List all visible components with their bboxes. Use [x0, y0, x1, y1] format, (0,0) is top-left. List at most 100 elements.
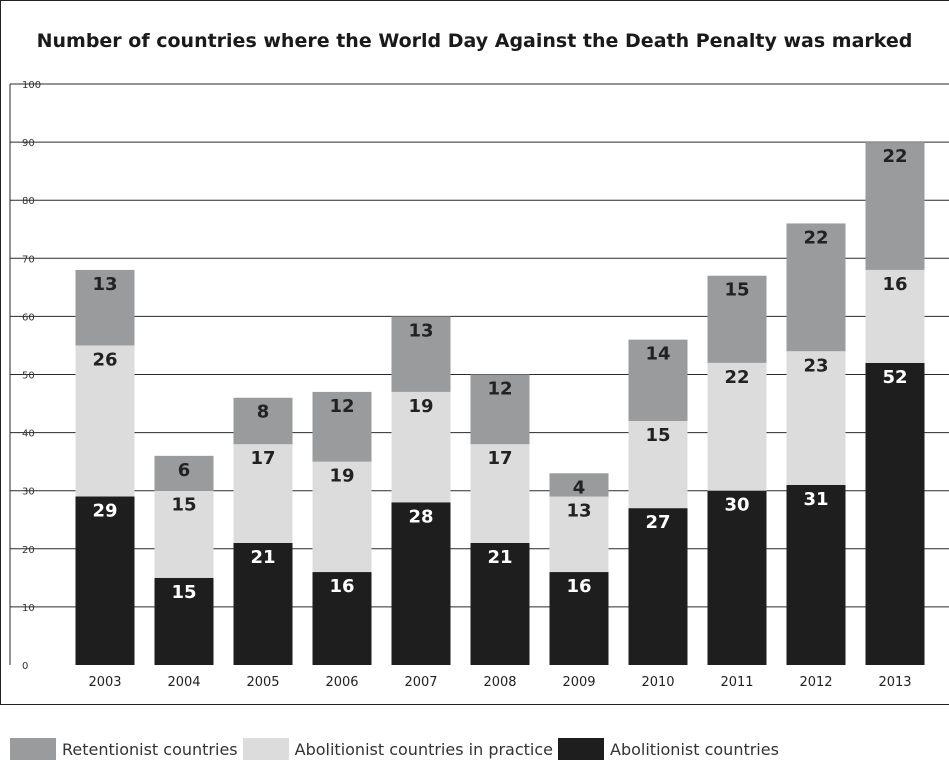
legend-item-retentionist: Retentionist countries [10, 738, 238, 760]
bar-segment [154, 577, 214, 665]
bar-segment [154, 490, 214, 578]
bar-segment [312, 461, 372, 573]
legend-label-retentionist: Retentionist countries [62, 739, 238, 759]
x-tick-label: 2009 [562, 675, 595, 690]
bar-segment [391, 502, 451, 665]
bar-segment [312, 572, 372, 665]
bar-segment [549, 473, 609, 497]
data-label: 16 [566, 576, 591, 597]
x-tick-label: 2004 [167, 675, 200, 690]
data-label: 17 [487, 448, 512, 469]
chart-plot: 0 10 20 30 40 50 60 70 80 90 100 29 26 13 2003 15 15 6 200… [9, 80, 949, 690]
bar-segment [470, 444, 530, 543]
data-label: 19 [329, 466, 354, 487]
bar-segment [391, 391, 451, 503]
legend-swatch-abolitionist-in-practice [242, 738, 289, 760]
legend: Retentionist countries Abolitionist coun… [10, 738, 784, 760]
x-tick-label: 2011 [720, 675, 753, 690]
data-label: 16 [882, 274, 907, 295]
data-label: 19 [408, 396, 433, 417]
data-label: 30 [724, 495, 749, 516]
data-label: 13 [92, 274, 117, 295]
chart-title: Number of countries where the World Day … [36, 30, 913, 52]
legend-label-abolitionist: Abolitionist countries [610, 739, 779, 759]
x-tick-label: 2007 [404, 675, 437, 690]
bar-segment [391, 316, 451, 392]
data-label: 22 [882, 146, 907, 167]
y-tick-label: 30 [22, 487, 35, 498]
data-label: 8 [257, 402, 270, 423]
y-tick-label: 60 [22, 312, 35, 323]
bar-segment [312, 391, 372, 462]
data-label: 21 [487, 547, 512, 568]
bar-segment [233, 397, 293, 445]
y-tick-label: 10 [22, 603, 35, 614]
data-label: 12 [329, 396, 354, 417]
bar-segment [865, 362, 925, 665]
data-label: 15 [171, 582, 196, 603]
data-label: 15 [645, 425, 670, 446]
legend-item-abolitionist: Abolitionist countries [558, 738, 779, 760]
x-tick-label: 2013 [878, 675, 911, 690]
data-label: 4 [573, 477, 586, 498]
legend-label-abolitionist-in-practice: Abolitionist countries in practice [294, 739, 554, 759]
bar-segment [470, 542, 530, 665]
data-label: 28 [408, 506, 433, 527]
data-label: 22 [803, 227, 828, 248]
bar-segment [233, 542, 293, 665]
data-label: 6 [178, 460, 191, 481]
data-label: 22 [724, 367, 749, 388]
legend-swatch-retentionist [10, 738, 56, 760]
chart-frame [0, 0, 949, 705]
bar-segment [865, 142, 925, 270]
y-tick-label: 70 [22, 254, 35, 265]
data-label: 13 [566, 501, 591, 522]
data-label: 21 [250, 547, 275, 568]
x-tick-label: 2005 [246, 675, 279, 690]
data-label: 15 [171, 495, 196, 516]
bar-segment [707, 275, 767, 363]
bar-segment [75, 345, 135, 497]
data-label: 31 [803, 489, 828, 510]
bar-segment [470, 374, 530, 445]
x-tick-label: 2006 [325, 675, 358, 690]
y-tick-label: 50 [22, 371, 35, 382]
data-label: 16 [329, 576, 354, 597]
bar-segment [628, 420, 688, 509]
data-label: 13 [408, 320, 433, 341]
y-tick-label: 40 [22, 429, 35, 440]
data-label: 14 [645, 344, 670, 365]
bar-segment [786, 223, 846, 352]
y-tick-label: 0 [22, 661, 28, 672]
x-tick-label: 2003 [88, 675, 121, 690]
bar-segment [75, 496, 135, 665]
data-label: 15 [724, 280, 749, 301]
data-label: 27 [645, 512, 670, 533]
bar-segment [628, 508, 688, 665]
bar-segment [549, 572, 609, 665]
y-tick-label: 90 [22, 138, 35, 149]
bar-segment [75, 269, 135, 346]
data-label: 17 [250, 448, 275, 469]
legend-swatch-abolitionist [558, 738, 605, 760]
bar-segment [786, 484, 846, 665]
bar-segment [628, 339, 688, 421]
data-label: 12 [487, 379, 512, 400]
bar-segment [707, 362, 767, 491]
bar-segment [786, 351, 846, 485]
y-tick-label: 80 [22, 196, 35, 207]
y-tick-label: 100 [22, 80, 41, 91]
bar-segment [865, 269, 925, 363]
x-tick-label: 2012 [799, 675, 832, 690]
data-label: 52 [882, 367, 907, 388]
bar-segment [549, 496, 609, 573]
data-label: 23 [803, 355, 828, 376]
data-label: 29 [92, 501, 117, 522]
bar-segment [233, 444, 293, 543]
legend-item-abolitionist-in-practice: Abolitionist countries in practice [242, 738, 554, 760]
x-tick-label: 2008 [483, 675, 516, 690]
y-tick-label: 20 [22, 545, 35, 556]
bar-segment [707, 490, 767, 665]
bar-segment [154, 455, 214, 491]
x-tick-label: 2010 [641, 675, 674, 690]
